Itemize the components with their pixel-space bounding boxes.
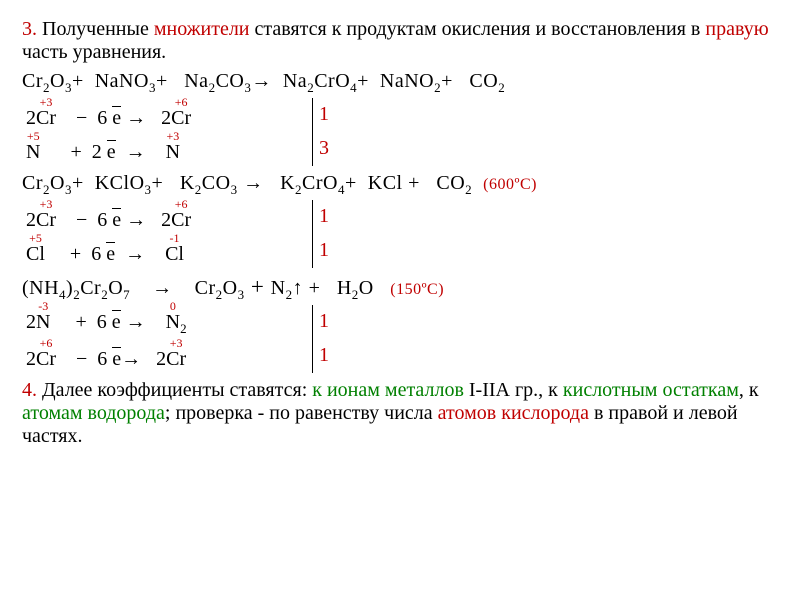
rule-number: 3. <box>22 18 37 40</box>
half-reaction-2a: 2+3Cr − 6 e → 2+6Cr 1 <box>26 200 778 234</box>
equation-3: (NH4)2Cr2O7 → Cr2O3 + N2↑ + H2O (150ºС) <box>22 274 778 303</box>
reaction-scheme-1: Cr2O3+ NaNO3+ Na2CO3→ Na2CrO4+ NaNO2+ CO… <box>22 70 778 166</box>
equation-1: Cr2O3+ NaNO3+ Na2CO3→ Na2CrO4+ NaNO2+ CO… <box>22 70 778 96</box>
reaction-scheme-2: Cr2O3+ KClO3+ K2CO3 → K2CrO4+ KCl + CO2 … <box>22 172 778 268</box>
paragraph-rule-4: 4. Далее коэффициенты ставятся: к ионам … <box>22 379 778 448</box>
half-reaction-1b: +5N + 2 e → +3N 3 <box>26 132 778 166</box>
half-reaction-3a: 2-3N + 6 e → 0N2 1 <box>26 305 778 339</box>
temp-note: (150ºС) <box>390 281 444 298</box>
half-reaction-1a: 2+3Cr − 6 e → 2+6Cr 1 <box>26 98 778 132</box>
reaction-scheme-3: (NH4)2Cr2O7 → Cr2O3 + N2↑ + H2O (150ºС) … <box>22 274 778 373</box>
rule-number: 4. <box>22 379 37 401</box>
paragraph-rule-3: 3. Полученные множители ставятся к проду… <box>22 18 778 64</box>
half-reaction-2b: +5Cl + 6 e → -1Cl 1 <box>26 234 778 268</box>
equation-2: Cr2O3+ KClO3+ K2CO3 → K2CrO4+ KCl + CO2 … <box>22 172 778 198</box>
temp-note: (600ºС) <box>483 176 537 193</box>
half-reaction-3b: 2+6Cr − 6 e→ 2+3Cr 1 <box>26 339 778 373</box>
